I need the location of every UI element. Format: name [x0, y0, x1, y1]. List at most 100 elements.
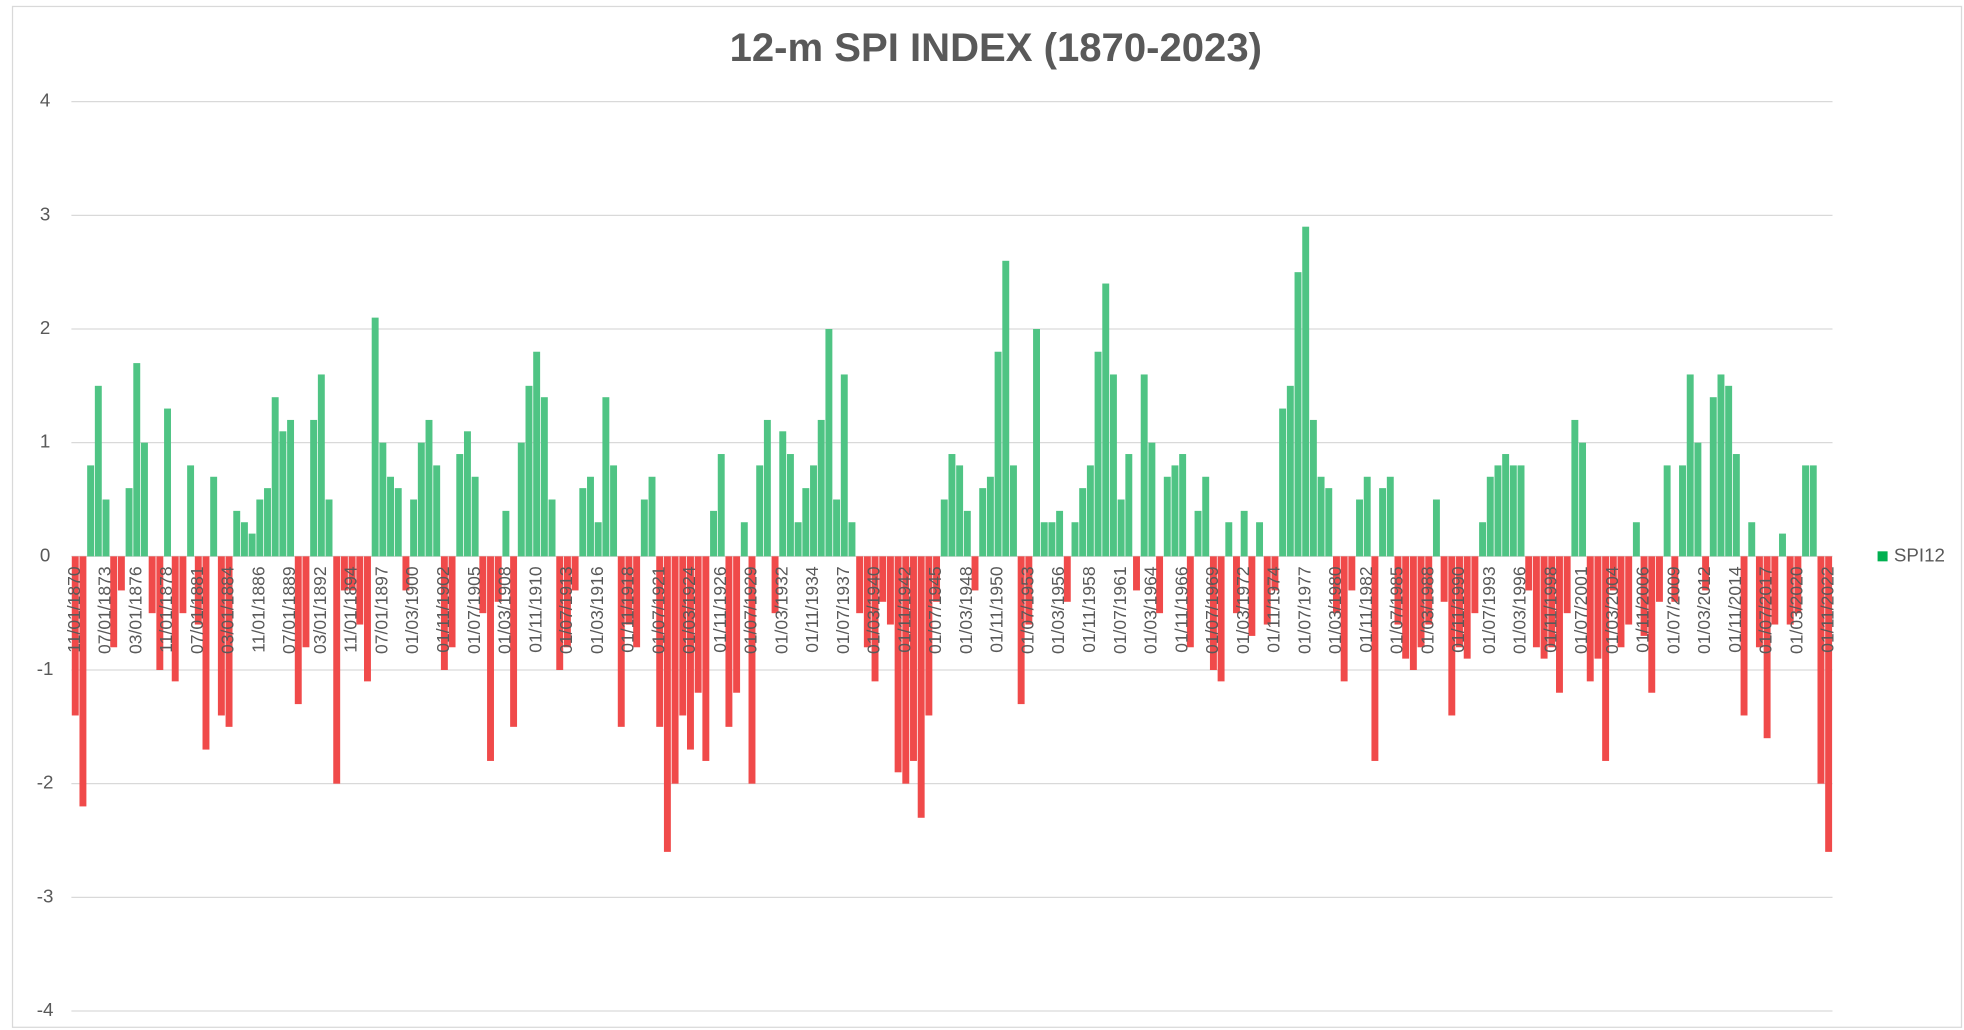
bar [886, 556, 894, 625]
bar [663, 556, 671, 852]
bar [402, 556, 410, 591]
bar [1825, 556, 1833, 852]
bar [979, 488, 987, 557]
x-tick-label: 01/03/1900 [402, 566, 422, 654]
bar [494, 556, 502, 602]
x-tick-label: 01/03/2012 [1694, 566, 1714, 654]
bar [594, 522, 602, 557]
x-tick-label: 01/11/2006 [1633, 566, 1653, 652]
bar [1010, 465, 1017, 557]
bar [1102, 283, 1110, 557]
bar [640, 499, 648, 557]
bar [602, 397, 610, 557]
bar [679, 556, 687, 716]
bar [387, 476, 395, 557]
bar [1655, 556, 1663, 602]
bar [325, 499, 333, 557]
bar [1594, 556, 1602, 659]
bar [1148, 442, 1156, 557]
bar [348, 556, 356, 591]
bar [1002, 260, 1010, 557]
bar [217, 556, 225, 716]
bar [1332, 556, 1340, 614]
bar [1602, 556, 1610, 761]
bar [1056, 510, 1064, 557]
bar [1471, 556, 1479, 614]
bar [264, 488, 271, 557]
bar [148, 556, 156, 614]
bar [1256, 522, 1264, 557]
bar [1371, 556, 1379, 761]
legend-label: SPI12 [1894, 544, 1945, 565]
bar [625, 556, 633, 625]
x-tick-label: 01/07/1969 [1202, 566, 1222, 654]
bar [1502, 454, 1510, 557]
bar [1732, 454, 1740, 557]
bar [1340, 556, 1348, 682]
bar [1679, 465, 1686, 557]
bar [1548, 556, 1556, 648]
bar [1748, 522, 1756, 557]
x-tick-label: 01/07/1985 [1387, 566, 1407, 654]
bar [633, 556, 641, 648]
bar [994, 351, 1002, 557]
x-tick-label: 01/11/1998 [1540, 566, 1560, 652]
y-tick-label: 4 [40, 90, 50, 111]
bar [379, 442, 387, 557]
chart-title: 12-m SPI INDEX (1870-2023) [730, 26, 1262, 70]
bar [1240, 510, 1248, 557]
x-tick-label: 01/11/1910 [525, 566, 545, 653]
bar [1440, 556, 1448, 602]
bar [210, 476, 218, 557]
bar [1786, 556, 1794, 625]
x-tick-label: 01/11/2022 [1817, 566, 1837, 652]
bar [1394, 556, 1402, 625]
x-tick-label: 01/07/2001 [1571, 566, 1591, 654]
bar [1463, 556, 1471, 659]
bar [1040, 522, 1048, 557]
y-tick-label: -1 [37, 658, 54, 679]
bar [825, 328, 833, 557]
x-tick-label: 01/03/2020 [1787, 566, 1807, 654]
bar [1317, 476, 1325, 557]
bar [917, 556, 925, 818]
bar [425, 419, 433, 557]
bar [1771, 556, 1779, 625]
x-tick-label: 01/07/1961 [1110, 566, 1130, 654]
bar [87, 465, 95, 557]
bar [1563, 556, 1571, 614]
x-tick-label: 01/07/1977 [1294, 566, 1314, 654]
bar [656, 556, 664, 727]
bar [1717, 374, 1725, 557]
bar [471, 476, 479, 557]
x-tick-label: 01/03/1948 [956, 566, 976, 654]
x-tick-label: 01/07/1993 [1479, 566, 1499, 654]
x-tick-label: 01/03/1988 [1417, 566, 1437, 654]
bar [1017, 556, 1025, 705]
bar [1263, 556, 1271, 625]
bar [117, 556, 125, 591]
bar [1671, 556, 1679, 602]
bar [1648, 556, 1656, 693]
bar [1171, 465, 1179, 557]
x-tick-label: 01/11/2014 [1725, 566, 1745, 653]
bar [571, 556, 579, 591]
bar [1025, 556, 1033, 625]
bar [617, 556, 625, 727]
bar [317, 374, 325, 557]
bar [1202, 476, 1210, 557]
y-tick-label: -3 [37, 885, 54, 906]
bar [710, 510, 717, 557]
bar [1271, 556, 1279, 591]
bar [694, 556, 702, 693]
bar [79, 556, 87, 807]
bar [1794, 556, 1802, 614]
bar [1179, 454, 1187, 557]
bar [225, 556, 233, 727]
bar [1486, 476, 1494, 557]
bar [310, 419, 318, 557]
bar [740, 522, 748, 557]
bar [156, 556, 164, 671]
bar [1663, 465, 1671, 557]
bar [1225, 522, 1233, 557]
